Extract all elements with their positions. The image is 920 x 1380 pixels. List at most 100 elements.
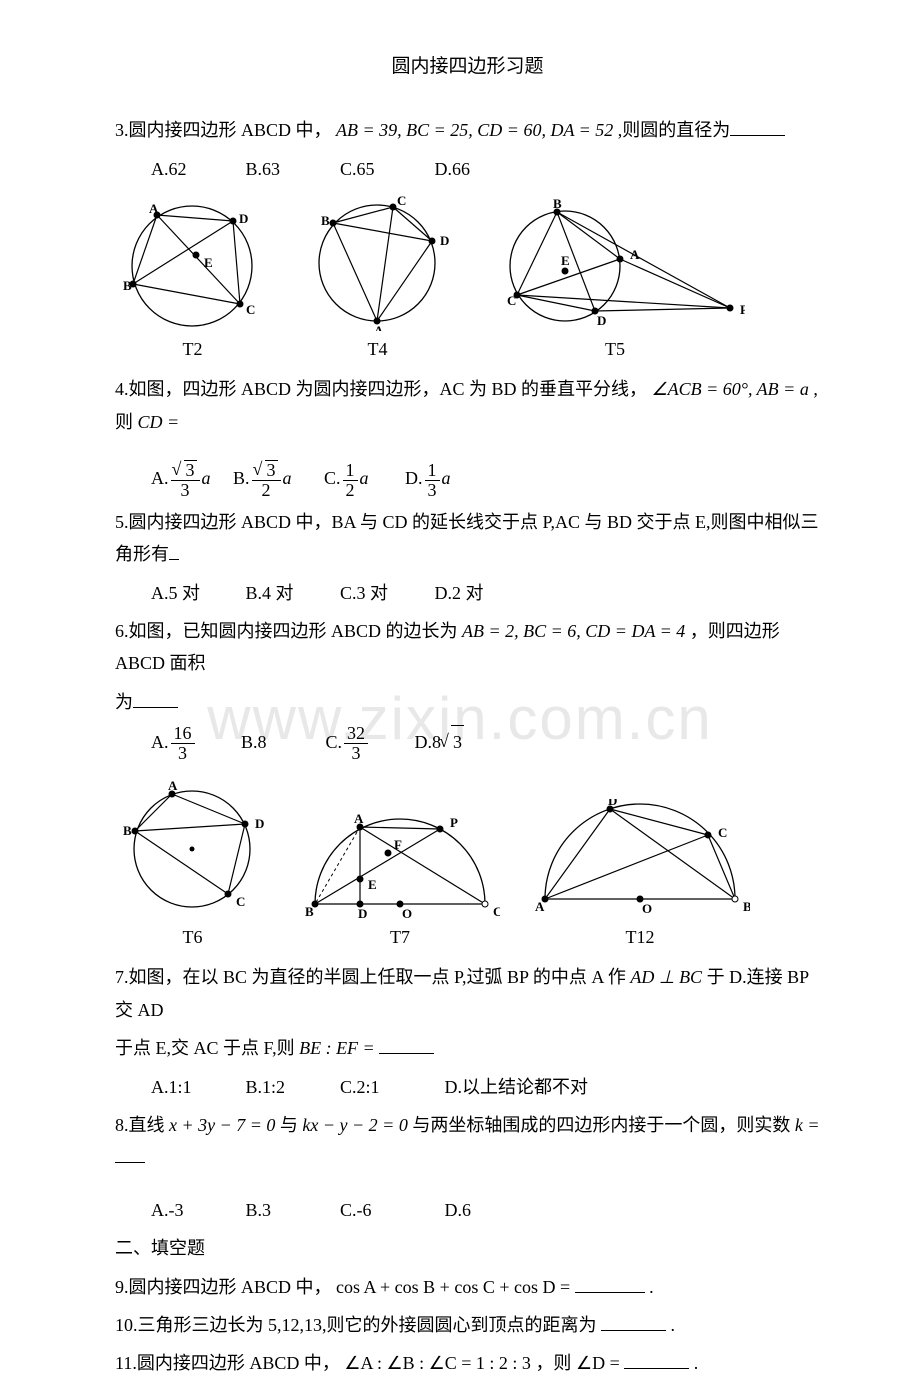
q8-k: k = (795, 1115, 820, 1135)
q7-m2: BE : EF = (299, 1038, 375, 1058)
fig-t2: ADBCE (115, 191, 270, 331)
q6-wei: 为 (115, 686, 820, 718)
svg-text:O: O (642, 901, 652, 916)
q7-stem-2: 于点 E,交 AC 于点 F,则 BE : EF = (115, 1032, 820, 1064)
q6-opt-a: A.163 (151, 724, 197, 763)
section-2: 二、填空题 (115, 1232, 820, 1264)
svg-text:C: C (236, 894, 245, 909)
svg-text:E: E (368, 877, 377, 892)
svg-text:B: B (743, 899, 750, 914)
q7-a: 7.如图，在以 BC 为直径的半圆上任取一点 P,过弧 BP 的中点 A 作 (115, 967, 630, 987)
q7-opt-c: C.2:1 (340, 1071, 440, 1103)
q10-text: 10.三角形三边长为 5,12,13,则它的外接圆圆心到顶点的距离为 (115, 1315, 597, 1335)
q7-opt-a: A.1:1 (151, 1071, 241, 1103)
q4-opt-a: A.33 a (151, 460, 211, 500)
svg-text:D: D (255, 816, 264, 831)
fig-row-1: ADBCE CBDA BACDEP (115, 191, 820, 331)
svg-text:P: P (740, 302, 745, 317)
svg-text:B: B (123, 278, 132, 293)
svg-text:D: D (358, 906, 367, 919)
q8-opt-a: A.-3 (151, 1194, 241, 1226)
cap-t5: T5 (485, 333, 745, 365)
q5-stem: 5.圆内接四边形 ABCD 中，BA 与 CD 的延长线交于点 P,AC 与 B… (115, 506, 820, 571)
q7-c: 于点 E,交 AC 于点 F,则 (115, 1038, 299, 1058)
q6-wei-text: 为 (115, 692, 133, 712)
q10-stem: 10.三角形三边长为 5,12,13,则它的外接圆圆心到顶点的距离为 . (115, 1309, 820, 1341)
q8-mid: 与 (280, 1115, 303, 1135)
q3-opt-d: D.66 (435, 153, 525, 185)
fig-t12: ABODC (530, 799, 750, 919)
fig-row-2: ABDC BCODAPEF ABODC (115, 769, 820, 919)
q7-stem-1: 7.如图，在以 BC 为直径的半圆上任取一点 P,过弧 BP 的中点 A 作 A… (115, 961, 820, 1026)
cap-t12: T12 (530, 921, 750, 953)
q4-lc: C. (324, 462, 341, 494)
q4-lb: B. (233, 462, 250, 494)
page-content: 圆内接四边形习题 3.圆内接四边形 ABCD 中， AB = 39, BC = … (115, 50, 820, 1380)
svg-text:F: F (394, 837, 402, 852)
q8-opt-c: C.-6 (340, 1194, 440, 1226)
page-title: 圆内接四边形习题 (115, 50, 820, 84)
q6-opt-b: B.8 (241, 726, 301, 758)
q3-math: AB = 39, BC = 25, CD = 60, DA = 52 (336, 120, 613, 140)
q4-stem: 4.如图，四边形 ABCD 为圆内接四边形，AC 为 BD 的垂直平分线， ∠A… (115, 373, 820, 438)
q10-blank (601, 1312, 666, 1331)
fig-t7: BCODAPEF (300, 809, 500, 919)
q6-math: AB = 2, BC = 6, CD = DA = 4 (462, 621, 685, 641)
q7-opt-d: D.以上结论都不对 (445, 1071, 589, 1103)
q5-blank (169, 541, 179, 560)
q5-opt-a: A.5 对 (151, 577, 241, 609)
q3-opt-c: C.65 (340, 153, 430, 185)
svg-text:E: E (204, 255, 213, 270)
cap-t2: T2 (115, 333, 270, 365)
q11-blank (624, 1350, 689, 1369)
q11-a: 11.圆内接四边形 ABCD 中， (115, 1353, 340, 1373)
q3-opt-b: B.63 (246, 153, 336, 185)
svg-text:C: C (397, 193, 406, 208)
q8-opt-d: D.6 (445, 1194, 472, 1226)
q6-stem: 6.如图，已知圆内接四边形 ABCD 的边长为 AB = 2, BC = 6, … (115, 615, 820, 680)
q4-cd: CD = (138, 412, 180, 432)
q6-options: A.163 B.8 C.323 D.83 (115, 724, 820, 763)
svg-text:C: C (507, 293, 516, 308)
q3-options: A.62 B.63 C.65 D.66 (115, 153, 820, 185)
q9-a: 9.圆内接四边形 ABCD 中， (115, 1277, 332, 1297)
q4-la: A. (151, 462, 169, 494)
q5-options: A.5 对 B.4 对 C.3 对 D.2 对 (115, 577, 820, 609)
svg-text:A: A (374, 323, 384, 331)
q5-opt-d: D.2 对 (435, 577, 525, 609)
q5-opt-c: C.3 对 (340, 577, 430, 609)
q6-ld: D. (415, 726, 433, 758)
q9-blank (575, 1274, 645, 1293)
q4-ld: D. (405, 462, 423, 494)
q9-stem: 9.圆内接四边形 ABCD 中， cos A + cos B + cos C +… (115, 1271, 820, 1303)
q7-options: A.1:1 B.1:2 C.2:1 D.以上结论都不对 (115, 1071, 820, 1103)
svg-text:P: P (450, 815, 458, 830)
q8-b: 与两坐标轴围成的四边形内接于一个圆，则实数 (412, 1115, 795, 1135)
q7-opt-b: B.1:2 (246, 1071, 336, 1103)
cap-t4: T4 (300, 333, 455, 365)
q4-opt-b: B.32 a (233, 460, 292, 500)
q6-lc: C. (326, 726, 343, 758)
q3-opt-a: A.62 (151, 153, 241, 185)
q11-stem: 11.圆内接四边形 ABCD 中， ∠A : ∠B : ∠C = 1 : 2 :… (115, 1347, 820, 1379)
q10-tail: . (671, 1315, 676, 1335)
q11-math: ∠A : ∠B : ∠C = 1 : 2 : 3 (344, 1353, 531, 1373)
fig-t5: BACDEP (485, 191, 745, 331)
svg-text:E: E (561, 253, 570, 268)
svg-text:B: B (321, 213, 330, 228)
q5-text: 5.圆内接四边形 ABCD 中，BA 与 CD 的延长线交于点 P,AC 与 B… (115, 512, 819, 564)
q6-blank (133, 689, 178, 708)
svg-text:B: B (305, 904, 314, 919)
q8-eq1: x + 3y − 7 = 0 (169, 1115, 275, 1135)
q4-a: 4.如图，四边形 ABCD 为圆内接四边形，AC 为 BD 的垂直平分线， (115, 379, 647, 399)
svg-text:A: A (168, 778, 178, 793)
q3-stem: 3.圆内接四边形 ABCD 中， AB = 39, BC = 25, CD = … (115, 114, 820, 146)
q3-text-b: ,则圆的直径为 (618, 120, 731, 140)
svg-text:C: C (246, 302, 255, 317)
q8-options: A.-3 B.3 C.-6 D.6 (115, 1194, 820, 1226)
q6-la: A. (151, 726, 169, 758)
q8-stem: 8.直线 x + 3y − 7 = 0 与 kx − y − 2 = 0 与两坐… (115, 1109, 820, 1174)
q8-opt-b: B.3 (246, 1194, 336, 1226)
svg-text:O: O (402, 906, 412, 919)
cap-t7: T7 (300, 921, 500, 953)
